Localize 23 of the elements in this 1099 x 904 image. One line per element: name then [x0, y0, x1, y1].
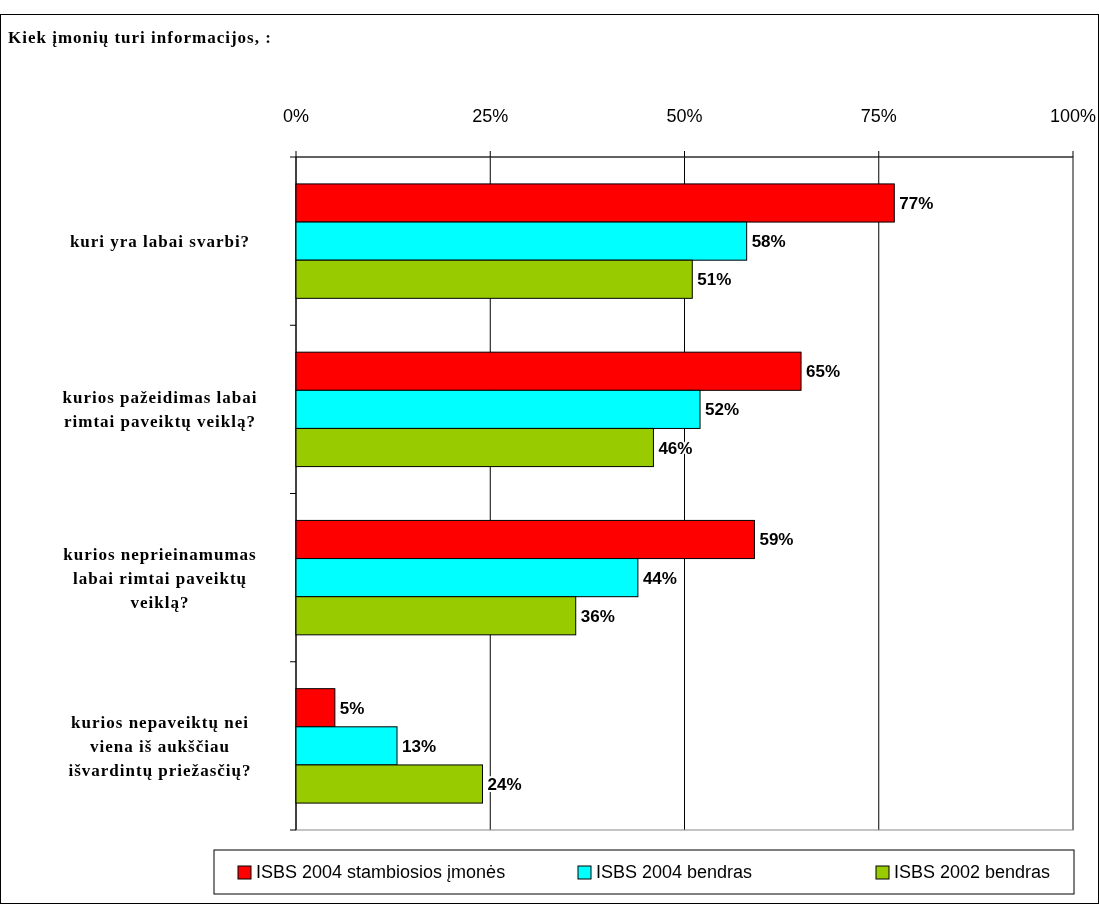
- legend-label: ISBS 2002 bendras: [894, 862, 1051, 882]
- data-label: 5%: [339, 698, 365, 718]
- x-tick-label: 100%: [1049, 106, 1097, 126]
- data-label: 77%: [899, 193, 934, 213]
- data-label: 13%: [402, 736, 437, 756]
- data-label: 52%: [705, 400, 740, 420]
- data-label: 51%: [697, 270, 732, 290]
- text: Kiek įmonių turi informacijos, :: [8, 28, 272, 47]
- legend-label: ISBS 2004 bendras: [596, 862, 753, 882]
- x-tick-label: 75%: [860, 106, 897, 126]
- y-tick-label: kurios pažeidimas labai rimtai paveiktų veiklą?: [62, 388, 258, 432]
- y-tick-label: kurios nepaveiktų nei viena iš aukščiau išvardintų priežasčių?: [68, 712, 252, 780]
- y-tick-label: kuri yra labai svarbi?: [69, 232, 251, 252]
- x-tick-label: 50%: [666, 106, 703, 126]
- x-tick-label: 0%: [282, 106, 310, 126]
- data-label: 36%: [580, 606, 615, 626]
- data-label: 58%: [751, 232, 786, 252]
- data-label: 59%: [759, 530, 794, 550]
- legend-label: ISBS 2004 stambiosios įmonės: [256, 862, 506, 882]
- data-label: 44%: [642, 568, 677, 588]
- x-tick-label: 25%: [472, 106, 509, 126]
- data-label: 65%: [806, 362, 841, 382]
- y-tick-label: kurios neprieinamumas labai rimtai paveiktų veiklą?: [63, 544, 257, 612]
